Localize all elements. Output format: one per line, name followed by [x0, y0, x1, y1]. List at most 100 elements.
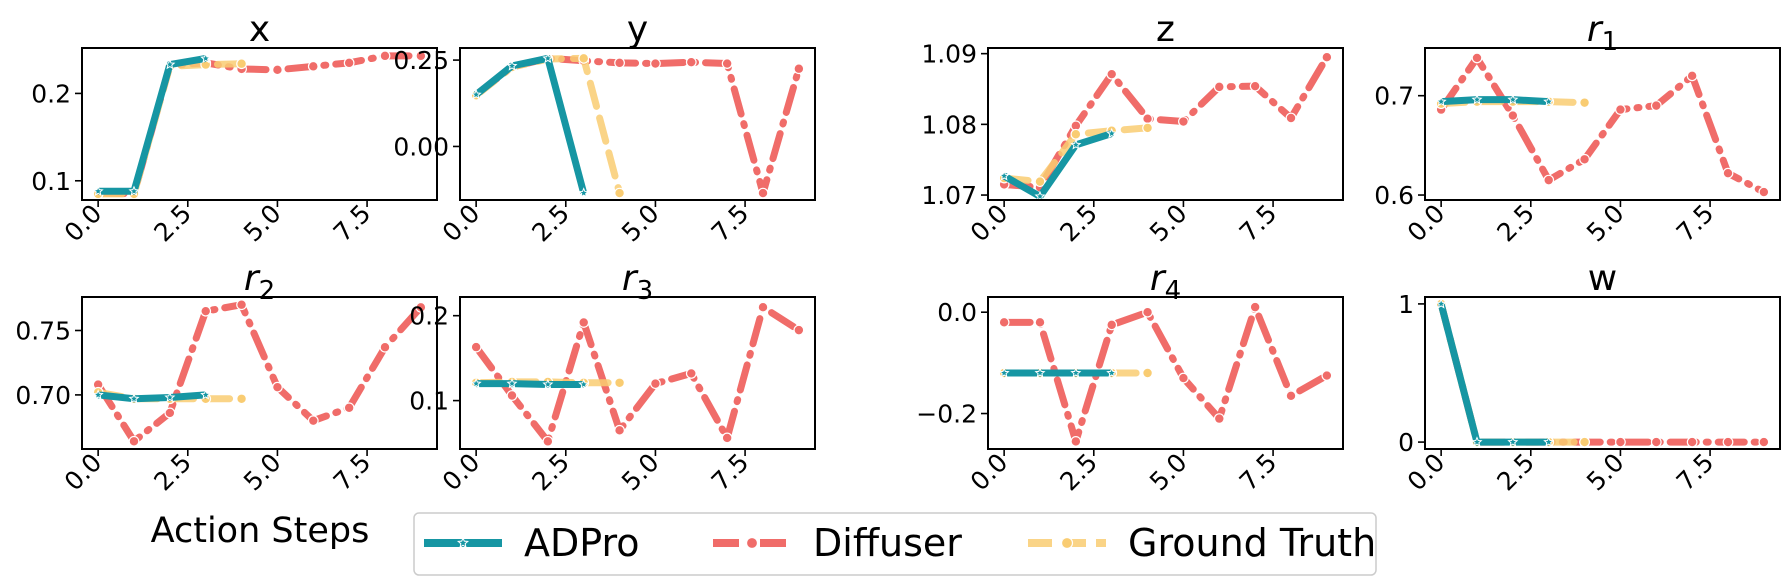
y-tick-label: 1	[1398, 290, 1414, 319]
data-point	[1507, 93, 1519, 105]
subplot-title: y	[627, 9, 648, 50]
x-tick-label: 5.0	[238, 448, 287, 497]
subplot-title: z	[1156, 9, 1175, 50]
data-point	[1722, 436, 1734, 448]
data-point	[721, 432, 733, 444]
series-line-diffuser	[94, 52, 425, 198]
data-point	[542, 435, 554, 447]
data-point	[793, 324, 805, 336]
legend-marker	[457, 536, 469, 549]
data-point	[1034, 367, 1046, 378]
data-point	[614, 424, 625, 436]
data-point	[614, 57, 625, 69]
legend-marker	[1060, 536, 1074, 550]
data-point	[164, 58, 176, 70]
x-tick-label: 2.5	[526, 199, 575, 248]
subplot-y: y 0.00 0.25 0.0 2.5 5.0 7.5	[393, 9, 816, 248]
series-line-diffuser	[1000, 53, 1331, 191]
subplot-r3: r3 0.1 0.2 0.0 2.5 5.0 7.5	[409, 258, 816, 497]
data-point	[506, 377, 518, 389]
legend-label: ADPro	[524, 521, 640, 565]
data-point	[578, 317, 590, 328]
data-point	[128, 392, 140, 404]
x-tick-label: 5.0	[616, 448, 665, 497]
data-point	[1106, 367, 1118, 378]
series-line-adpro	[97, 391, 206, 403]
data-point	[1142, 367, 1153, 379]
data-point	[757, 187, 769, 199]
data-point	[415, 301, 427, 313]
series-group	[470, 52, 805, 199]
axes-frame	[81, 47, 438, 201]
x-tick-label: 5.0	[1144, 199, 1193, 248]
series-line-diffuser	[1437, 54, 1768, 196]
data-point	[164, 407, 176, 419]
y-tick-label: 0.70	[15, 381, 71, 410]
axes-frame	[1424, 47, 1781, 201]
y-tick-label: 0.75	[15, 316, 71, 345]
x-tick-label: 5.0	[238, 199, 287, 248]
data-point	[1249, 301, 1261, 313]
data-point	[343, 402, 355, 414]
data-point	[128, 435, 140, 447]
x-tick-label: 7.5	[1234, 448, 1283, 497]
series-group	[92, 299, 427, 447]
series-group	[1435, 52, 1770, 198]
subplot-z: z1.071.081.090.0 2.5 5.0 7.5	[921, 9, 1344, 248]
x-tick-label: 2.5	[1054, 448, 1103, 497]
x-tick-label: 0.0	[965, 448, 1014, 497]
data-point	[164, 391, 176, 403]
data-point	[506, 390, 518, 401]
data-point	[307, 60, 319, 72]
series-line-adpro	[98, 55, 207, 195]
subplot-title: x	[249, 9, 270, 50]
subplot-r4: r4 0.0 −0.2 0.0 2.5 5.0 7.5	[916, 258, 1344, 497]
data-point	[685, 368, 697, 379]
data-point	[470, 341, 482, 353]
data-point	[1471, 436, 1483, 447]
data-point	[379, 341, 391, 353]
data-point	[578, 52, 590, 64]
data-point	[757, 301, 769, 313]
y-tick-label: 0	[1398, 428, 1414, 457]
x-tick-label: 7.5	[1671, 448, 1720, 497]
series-group	[1435, 298, 1770, 448]
data-point	[1106, 68, 1118, 80]
data-point	[1106, 127, 1118, 139]
data-point	[236, 299, 247, 311]
x-tick-label: 2.5	[148, 199, 197, 248]
data-point	[1579, 153, 1590, 165]
data-point	[1758, 436, 1770, 448]
data-point	[1142, 113, 1153, 125]
data-point	[1471, 93, 1483, 105]
y-tick-label: −0.2	[916, 400, 977, 429]
data-point	[343, 57, 355, 69]
x-tick-label: 5.0	[616, 199, 665, 248]
series-line-adpro	[1002, 130, 1113, 200]
x-tick-label: 2.5	[1491, 448, 1540, 497]
data-point	[128, 185, 140, 196]
y-tick-label: 0.0	[937, 298, 977, 327]
x-tick-label: 7.5	[1671, 199, 1720, 248]
data-point	[1070, 436, 1082, 447]
series-line-adpro	[473, 54, 588, 194]
series-line-diffuser	[472, 303, 803, 445]
data-point	[1249, 80, 1261, 92]
data-point	[1507, 110, 1519, 121]
data-point	[614, 377, 625, 389]
y-tick-label: 0.7	[1374, 82, 1414, 111]
subplot-title: r3	[622, 258, 653, 306]
x-tick-label: 5.0	[1581, 448, 1630, 497]
data-point	[506, 60, 518, 71]
series-group	[92, 50, 427, 200]
x-tick-label: 0.0	[437, 448, 486, 497]
legend-entry-adpro: ADPro	[424, 521, 640, 565]
data-point	[1722, 167, 1734, 179]
data-point	[272, 381, 283, 393]
data-point	[1615, 104, 1626, 115]
data-point	[236, 58, 247, 70]
legend-entry-ground-truth: Ground Truth	[1028, 521, 1376, 565]
data-point	[1543, 174, 1555, 186]
data-point	[1686, 70, 1698, 82]
